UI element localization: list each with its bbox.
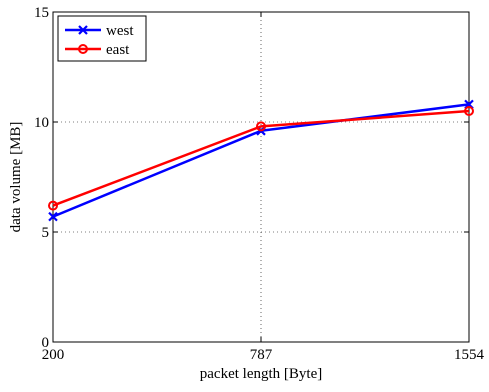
legend-marker-east bbox=[78, 44, 88, 54]
legend-marker-west bbox=[78, 25, 88, 35]
data-point-west bbox=[48, 211, 58, 222]
legend-label-west: west bbox=[106, 23, 134, 39]
x-tick-label: 1554 bbox=[454, 347, 485, 363]
series-line-east bbox=[52, 109, 470, 207]
data-point-east bbox=[464, 106, 474, 116]
legend: west east bbox=[57, 15, 147, 62]
axis-ticks: 200 787 1554 0 5 10 15 bbox=[34, 5, 485, 363]
legend-box bbox=[57, 15, 147, 62]
x-tick-label: 787 bbox=[250, 347, 273, 363]
y-tick-label: 5 bbox=[42, 225, 50, 241]
y-axis-label: data volume [MB] bbox=[8, 122, 24, 233]
y-tick-label: 15 bbox=[34, 5, 49, 21]
series-lines bbox=[48, 99, 474, 222]
legend-label-east: east bbox=[106, 42, 130, 58]
x-tick-label: 200 bbox=[42, 347, 65, 363]
y-tick-label: 0 bbox=[42, 335, 50, 351]
y-tick-label: 10 bbox=[34, 115, 49, 131]
x-axis-label: packet length [Byte] bbox=[200, 366, 322, 382]
data-point-east bbox=[256, 121, 266, 132]
data-point-east bbox=[48, 200, 58, 211]
